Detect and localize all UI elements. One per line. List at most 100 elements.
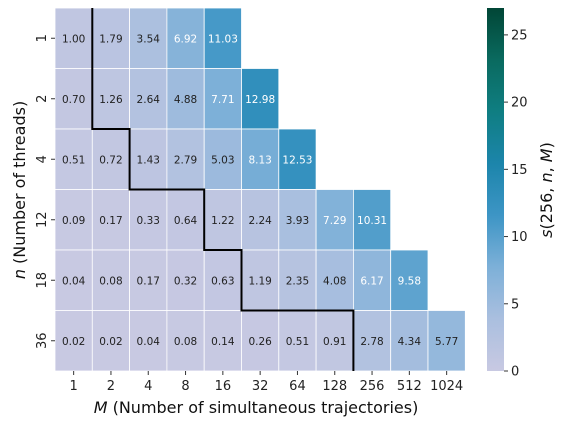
heatmap-cell <box>203 68 242 130</box>
cell-value-label: 6.92 <box>174 33 197 45</box>
heatmap-cell <box>54 128 93 190</box>
cell-value-label: 5.03 <box>211 154 234 166</box>
colorbar-tick-label: 15 <box>511 163 528 178</box>
heatmap-cell <box>91 249 131 311</box>
heatmap-cell <box>352 310 392 372</box>
y-tick-label: 1 <box>35 34 50 42</box>
heatmap-cell <box>241 128 280 190</box>
heatmap-cell <box>278 128 317 190</box>
cell-value-label: 10.31 <box>357 215 387 227</box>
colorbar-tick-label: 20 <box>511 96 528 111</box>
heatmap-cell <box>352 249 392 311</box>
cell-value-label: 0.26 <box>248 336 272 348</box>
heatmap-cell <box>54 249 93 311</box>
cell-value-label: 1.00 <box>62 33 85 45</box>
cell-value-label: 12.98 <box>245 94 275 106</box>
y-tick-label: 12 <box>35 211 50 228</box>
cell-value-label: 9.58 <box>398 275 421 287</box>
y-tick-label: 18 <box>35 272 50 289</box>
heatmap-cell <box>390 249 429 311</box>
x-axis-ticks: 1 2 4 8 16 32 64 128 256 512 1024 <box>70 371 463 394</box>
heatmap-cell <box>129 310 168 372</box>
cell-value-label: 0.02 <box>62 336 85 348</box>
heatmap-cell <box>427 310 466 372</box>
cell-value-label: 4.88 <box>174 94 197 106</box>
cell-value-label: 2.64 <box>137 94 161 106</box>
colorbar-label: s(256, n, M) <box>537 142 556 238</box>
heatmap-cell <box>129 7 168 69</box>
heatmap-cell <box>352 189 392 251</box>
heatmap-cell <box>54 189 93 251</box>
cell-value-label: 0.72 <box>99 154 122 166</box>
heatmap-cell <box>129 189 168 251</box>
cell-value-label: 0.51 <box>286 336 309 348</box>
colorbar-tick-label: 5 <box>511 297 519 312</box>
cell-value-label: 4.08 <box>323 275 346 287</box>
y-tick-label: 2 <box>35 95 50 103</box>
x-tick-label: 128 <box>322 379 347 394</box>
cell-value-labels: 1.00 1.79 3.54 6.92 11.03 0.70 1.26 2.64 4.88 7.7… <box>62 33 458 348</box>
heatmap-cell <box>390 310 429 372</box>
cell-value-label: 0.08 <box>99 275 122 287</box>
x-tick-label: 512 <box>397 379 422 394</box>
y-axis-label: n (Number of threads) <box>10 101 29 279</box>
colorbar <box>487 8 504 371</box>
cell-value-label: 0.02 <box>99 336 122 348</box>
heatmap-cell <box>54 7 93 69</box>
cell-value-label: 0.14 <box>211 336 235 348</box>
heatmap-cell <box>241 68 280 130</box>
heatmap-cell <box>203 189 242 251</box>
x-tick-label: 1 <box>70 379 78 394</box>
heatmap-cell <box>278 189 317 251</box>
cell-value-label: 0.70 <box>62 94 85 106</box>
threshold-boundary-line <box>91 8 355 371</box>
x-tick-label: 256 <box>360 379 385 394</box>
cell-value-label: 0.09 <box>62 215 85 227</box>
cell-value-label: 2.79 <box>174 154 197 166</box>
cell-value-label: 7.29 <box>323 215 346 227</box>
heatmap-cell <box>91 7 131 69</box>
x-tick-label: 16 <box>215 379 232 394</box>
cell-value-label: 12.53 <box>282 154 312 166</box>
colorbar-tick-label: 10 <box>511 230 528 245</box>
cell-value-label: 1.22 <box>211 215 234 227</box>
colorbar-ticks: 0 5 10 15 20 25 <box>504 28 528 380</box>
heatmap-cell <box>129 68 168 130</box>
cell-value-label: 0.63 <box>211 275 234 287</box>
heatmap-cell <box>203 128 242 190</box>
heatmap-cells <box>54 7 466 372</box>
heatmap-cell <box>91 189 131 251</box>
x-tick-label: 32 <box>252 379 269 394</box>
heatmap-cell <box>91 310 131 372</box>
heatmap-cell <box>129 128 168 190</box>
colorbar-tick-label: 0 <box>511 365 519 380</box>
cell-value-label: 0.04 <box>137 336 161 348</box>
x-axis-label: M (Number of simultaneous trajectories) <box>94 398 419 417</box>
heatmap-cell <box>203 310 242 372</box>
cell-value-label: 2.78 <box>360 336 383 348</box>
heatmap-cell <box>315 310 354 372</box>
cell-value-label: 3.54 <box>137 33 161 45</box>
cell-value-label: 0.17 <box>137 275 160 287</box>
cell-value-label: 2.24 <box>248 215 272 227</box>
cell-value-label: 1.79 <box>99 33 122 45</box>
cell-value-label: 7.71 <box>211 94 234 106</box>
x-tick-label: 2 <box>107 379 115 394</box>
cell-value-label: 0.64 <box>174 215 198 227</box>
cell-value-label: 0.91 <box>323 336 346 348</box>
cell-value-label: 0.33 <box>137 215 160 227</box>
cell-value-label: 3.93 <box>286 215 309 227</box>
x-tick-label: 8 <box>181 379 189 394</box>
x-tick-label: 1024 <box>430 379 463 394</box>
cell-value-label: 1.19 <box>248 275 271 287</box>
cell-value-label: 2.35 <box>286 275 309 287</box>
cell-value-label: 0.08 <box>174 336 197 348</box>
cell-value-label: 4.34 <box>398 336 422 348</box>
cell-value-label: 0.51 <box>62 154 85 166</box>
cell-value-label: 0.17 <box>99 215 122 227</box>
cell-value-label: 0.04 <box>62 275 86 287</box>
x-tick-label: 64 <box>289 379 306 394</box>
cell-value-label: 5.77 <box>435 336 458 348</box>
cell-value-label: 0.32 <box>174 275 197 287</box>
